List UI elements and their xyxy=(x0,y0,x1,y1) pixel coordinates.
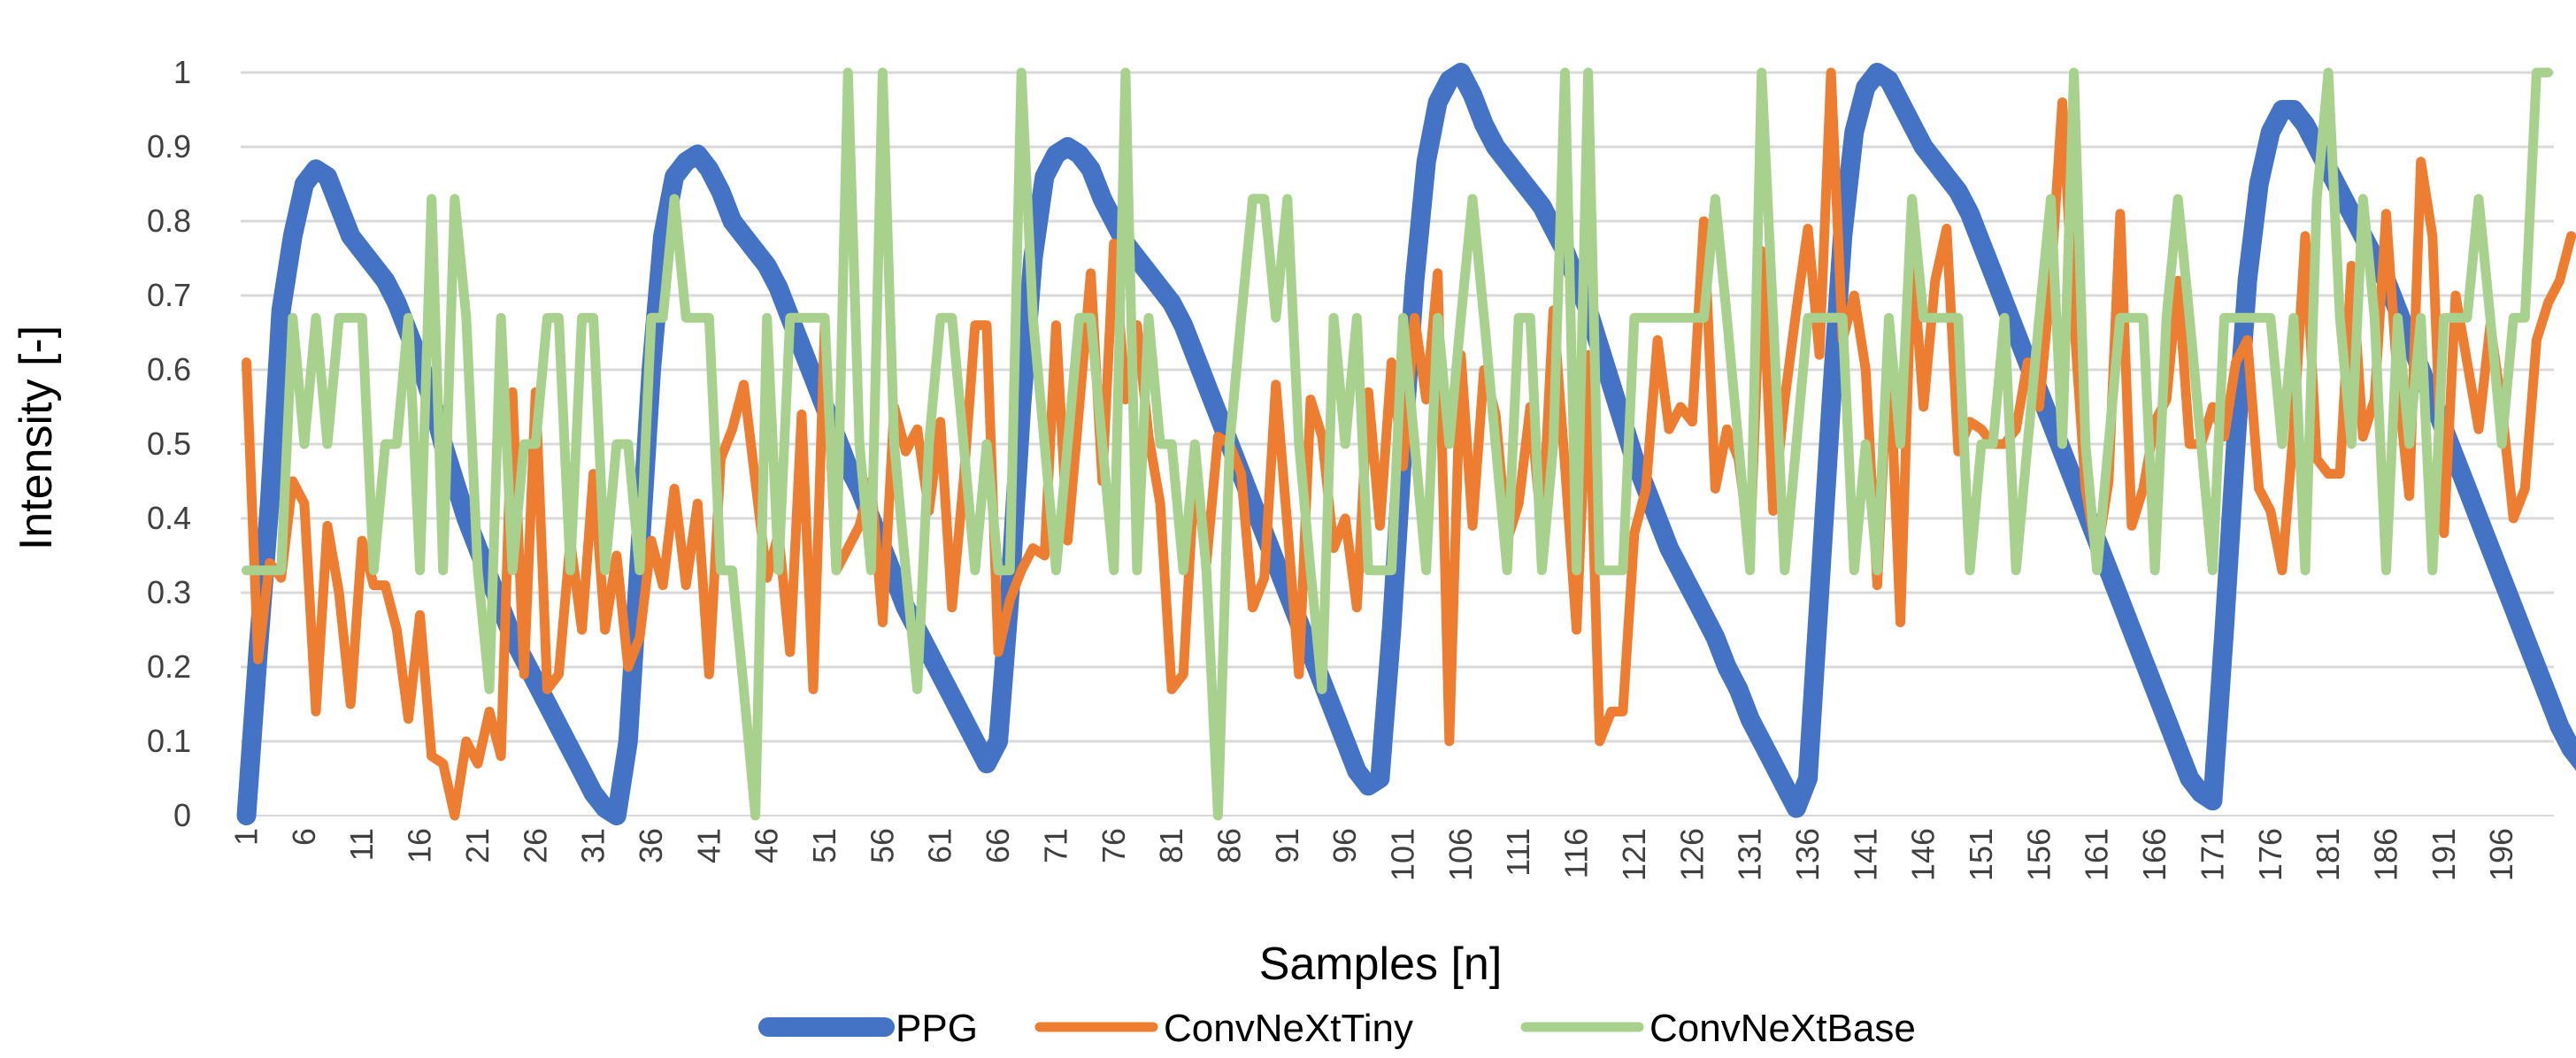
y-tick-label: 0.2 xyxy=(147,648,191,685)
x-tick-label: 186 xyxy=(2367,828,2403,881)
x-tick-label: 36 xyxy=(633,828,669,863)
x-axis-title: Samples [n] xyxy=(1259,939,1503,990)
x-tick-label: 101 xyxy=(1385,828,1421,881)
x-tick-label: 31 xyxy=(575,828,611,863)
x-tick-label: 166 xyxy=(2136,828,2172,881)
legend: PPG ConvNeXtTiny ConvNeXtBase xyxy=(758,1007,1916,1050)
x-tick-label: 66 xyxy=(980,828,1016,863)
x-tick-label: 56 xyxy=(864,828,900,863)
x-tick-label: 16 xyxy=(402,828,438,863)
x-tick-label: 61 xyxy=(922,828,958,863)
series-line-convnextbase xyxy=(242,67,2553,821)
x-tick-label: 171 xyxy=(2194,828,2230,881)
x-tick-label: 21 xyxy=(459,828,496,863)
y-tick-label: 0.1 xyxy=(147,723,191,759)
x-tick-label: 116 xyxy=(1558,828,1595,878)
x-tick-label: 121 xyxy=(1616,828,1652,881)
y-axis-tick-labels: 0 0.1 0.2 0.3 0.4 0.5 0.6 0.7 0.8 0.9 1 xyxy=(147,54,191,833)
y-tick-label: 0.9 xyxy=(147,128,191,165)
x-tick-label: 11 xyxy=(343,828,380,861)
x-tick-label: 96 xyxy=(1326,828,1363,863)
x-tick-label: 151 xyxy=(1963,828,1999,881)
x-tick-label: 146 xyxy=(1905,828,1942,881)
y-tick-label: 0.8 xyxy=(147,203,191,239)
x-tick-label: 156 xyxy=(2020,828,2057,881)
x-tick-label: 91 xyxy=(1269,828,1305,863)
x-tick-label: 86 xyxy=(1211,828,1247,863)
x-tick-label: 41 xyxy=(690,828,727,863)
x-tick-label: 191 xyxy=(2426,828,2462,881)
x-tick-label: 76 xyxy=(1096,828,1132,863)
y-tick-label: 0.3 xyxy=(147,574,191,610)
y-tick-label: 0.4 xyxy=(147,500,191,536)
x-tick-label: 161 xyxy=(2079,828,2115,881)
legend-label-convnexttiny: ConvNeXtTiny xyxy=(1164,1007,1413,1050)
legend-label-convnextbase: ConvNeXtBase xyxy=(1649,1007,1916,1050)
x-tick-label: 126 xyxy=(1673,828,1710,881)
x-tick-label: 46 xyxy=(749,828,785,863)
x-tick-label: 1 xyxy=(228,828,265,846)
x-tick-label: 81 xyxy=(1153,828,1189,863)
x-tick-label: 6 xyxy=(286,828,322,846)
x-tick-label: 176 xyxy=(2252,828,2288,881)
x-tick-label: 136 xyxy=(1789,828,1826,881)
legend-label-ppg: PPG xyxy=(896,1007,978,1050)
y-tick-label: 0 xyxy=(173,797,191,833)
x-tick-label: 181 xyxy=(2310,828,2346,881)
x-tick-label: 111 xyxy=(1500,828,1536,877)
x-axis-tick-labels: 1 6 11 16 21 26 31 36 41 46 51 56 61 66 71 76 81 86 91 96 10… xyxy=(228,828,2520,881)
x-tick-label: 106 xyxy=(1442,828,1479,881)
y-axis-title: Intensity [-] xyxy=(11,326,62,550)
x-tick-label: 131 xyxy=(1732,828,1768,881)
y-tick-label: 0.7 xyxy=(147,277,191,313)
x-tick-label: 71 xyxy=(1037,828,1073,863)
y-tick-label: 1 xyxy=(173,54,191,90)
series-lines xyxy=(236,63,2576,825)
x-tick-label: 26 xyxy=(517,828,553,863)
y-tick-label: 0.6 xyxy=(147,351,191,387)
x-tick-label: 196 xyxy=(2483,828,2519,881)
x-tick-label: 51 xyxy=(806,828,842,863)
y-tick-label: 0.5 xyxy=(147,426,191,462)
x-tick-label: 141 xyxy=(1847,828,1883,881)
